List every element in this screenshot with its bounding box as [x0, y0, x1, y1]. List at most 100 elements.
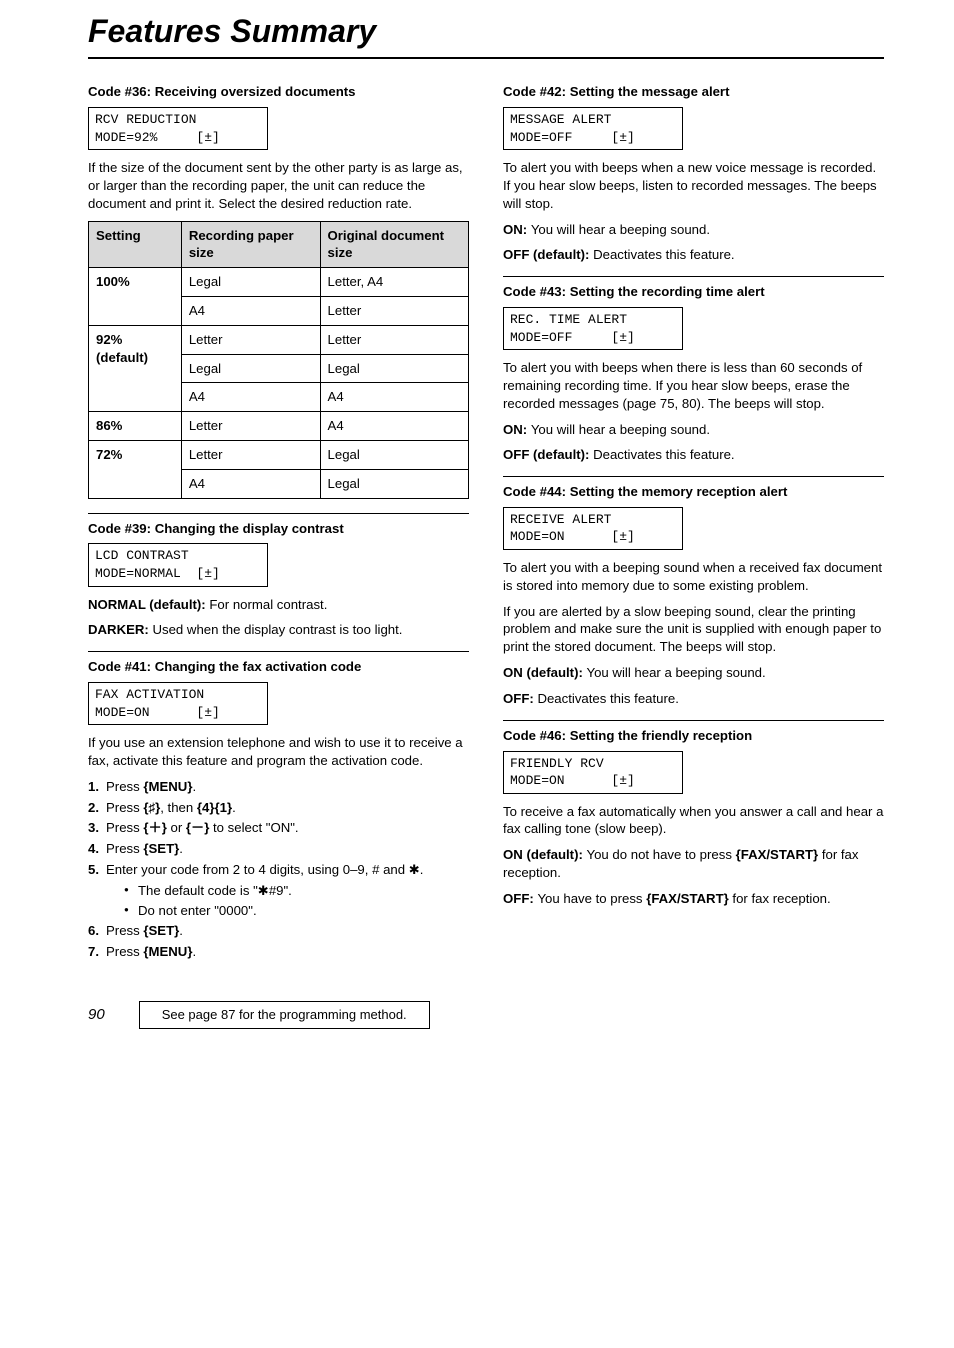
- cell-rec: A4: [181, 383, 320, 412]
- intro-text-1: To alert you with a beeping sound when a…: [503, 559, 884, 595]
- normal-text: For normal contrast.: [209, 597, 327, 612]
- step-item: Enter your code from 2 to 4 digits, usin…: [88, 861, 469, 919]
- intro-text-2: If you are alerted by a slow beeping sou…: [503, 603, 884, 656]
- page-footer: 90 See page 87 for the programming metho…: [88, 1001, 884, 1029]
- cell-orig: Legal: [320, 354, 468, 383]
- bullet-item: Do not enter "0000".: [124, 902, 469, 920]
- footer-note: See page 87 for the programming method.: [139, 1001, 430, 1029]
- steps-list: Press {MENU}. Press {♯}, then {4}{1}. Pr…: [88, 778, 469, 961]
- fax-start-key: {FAX/START}: [736, 847, 819, 862]
- menu-key: {MENU}: [143, 944, 192, 959]
- step-item: Press {SET}.: [88, 922, 469, 940]
- cell-rec: Legal: [181, 268, 320, 297]
- cell-setting: 92% (default): [89, 325, 182, 411]
- off-line: OFF: Deactivates this feature.: [503, 690, 884, 708]
- cell-orig: Legal: [320, 469, 468, 498]
- step-item: Press {MENU}.: [88, 778, 469, 796]
- on-line: ON (default): You do not have to press {…: [503, 846, 884, 882]
- content-columns: Code #36: Receiving oversized documents …: [88, 83, 884, 973]
- darker-text: Used when the display contrast is too li…: [152, 622, 402, 637]
- normal-label: NORMAL (default):: [88, 597, 209, 612]
- off-label: OFF:: [503, 891, 537, 906]
- section-head: Code #44: Setting the memory reception a…: [503, 476, 884, 501]
- off-label: OFF:: [503, 691, 537, 706]
- sub-bullets: The default code is "✱#9". Do not enter …: [124, 882, 469, 920]
- intro-text: To receive a fax automatically when you …: [503, 803, 884, 839]
- cell-rec: Letter: [181, 412, 320, 441]
- four-key: {4}: [197, 800, 215, 815]
- lcd-display: RCV REDUCTION MODE=92% [±]: [88, 107, 268, 150]
- th-original: Original document size: [320, 221, 468, 268]
- minus-key: {－}: [186, 820, 209, 835]
- section-head: Code #42: Setting the message alert: [503, 83, 884, 101]
- cell-rec: A4: [181, 296, 320, 325]
- section-head: Code #41: Changing the fax activation co…: [88, 651, 469, 676]
- section-code46: Code #46: Setting the friendly reception…: [503, 720, 884, 908]
- off-text-b: for fax reception.: [729, 891, 831, 906]
- cell-orig: A4: [320, 383, 468, 412]
- lcd-display: RECEIVE ALERT MODE=ON [±]: [503, 507, 683, 550]
- off-text: Deactivates this feature.: [593, 447, 734, 462]
- cell-rec: Letter: [181, 441, 320, 470]
- on-label: ON:: [503, 422, 531, 437]
- on-line: ON (default): You will hear a beeping so…: [503, 664, 884, 682]
- intro-text: To alert you with beeps when there is le…: [503, 359, 884, 412]
- cell-orig: Letter, A4: [320, 268, 468, 297]
- cell-orig: A4: [320, 412, 468, 441]
- lcd-display: FAX ACTIVATION MODE=ON [±]: [88, 682, 268, 725]
- on-label: ON (default):: [503, 665, 587, 680]
- lcd-display: MESSAGE ALERT MODE=OFF [±]: [503, 107, 683, 150]
- set-key: {SET}: [143, 841, 179, 856]
- cell-setting: 100%: [89, 268, 182, 326]
- off-line: OFF (default): Deactivates this feature.: [503, 246, 884, 264]
- on-text: You will hear a beeping sound.: [531, 222, 710, 237]
- bullet-item: The default code is "✱#9".: [124, 882, 469, 900]
- table-row: 100% Legal Letter, A4: [89, 268, 469, 297]
- off-label: OFF (default):: [503, 247, 593, 262]
- section-head: Code #46: Setting the friendly reception: [503, 720, 884, 745]
- th-recording: Recording paper size: [181, 221, 320, 268]
- off-line: OFF (default): Deactivates this feature.: [503, 446, 884, 464]
- set-key: {SET}: [143, 923, 179, 938]
- off-text: Deactivates this feature.: [537, 691, 678, 706]
- lcd-display: FRIENDLY RCV MODE=ON [±]: [503, 751, 683, 794]
- step-item: Press {♯}, then {4}{1}.: [88, 799, 469, 817]
- hash-key: {♯}: [143, 800, 160, 815]
- section-head: Code #43: Setting the recording time ale…: [503, 276, 884, 301]
- section-code36: Code #36: Receiving oversized documents …: [88, 83, 469, 498]
- off-line: OFF: You have to press {FAX/START} for f…: [503, 890, 884, 908]
- step-item: Press {SET}.: [88, 840, 469, 858]
- on-line: ON: You will hear a beeping sound.: [503, 221, 884, 239]
- cell-orig: Legal: [320, 441, 468, 470]
- table-row: 72% Letter Legal: [89, 441, 469, 470]
- intro-text: To alert you with beeps when a new voice…: [503, 159, 884, 212]
- section-head: Code #36: Receiving oversized documents: [88, 83, 469, 101]
- cell-orig: Letter: [320, 296, 468, 325]
- cell-setting: 86%: [89, 412, 182, 441]
- on-text: You will hear a beeping sound.: [531, 422, 710, 437]
- lcd-display: LCD CONTRAST MODE=NORMAL [±]: [88, 543, 268, 586]
- cell-setting: 72%: [89, 441, 182, 499]
- cell-rec: Legal: [181, 354, 320, 383]
- cell-rec: Letter: [181, 325, 320, 354]
- table-head-row: Setting Recording paper size Original do…: [89, 221, 469, 268]
- lcd-display: REC. TIME ALERT MODE=OFF [±]: [503, 307, 683, 350]
- right-column: Code #42: Setting the message alert MESS…: [503, 83, 884, 973]
- menu-key: {MENU}: [143, 779, 192, 794]
- step-item: Press {＋} or {－} to select "ON".: [88, 819, 469, 837]
- step-item: Press {MENU}.: [88, 943, 469, 961]
- on-text-a: You do not have to press: [587, 847, 736, 862]
- cell-orig: Letter: [320, 325, 468, 354]
- on-label: ON:: [503, 222, 531, 237]
- off-text: Deactivates this feature.: [593, 247, 734, 262]
- on-text: You will hear a beeping sound.: [587, 665, 766, 680]
- intro-text: If you use an extension telephone and wi…: [88, 734, 469, 770]
- fax-start-key: {FAX/START}: [646, 891, 729, 906]
- section-head: Code #39: Changing the display contrast: [88, 513, 469, 538]
- section-code44: Code #44: Setting the memory reception a…: [503, 476, 884, 708]
- section-code41: Code #41: Changing the fax activation co…: [88, 651, 469, 961]
- one-key: {1}: [215, 800, 233, 815]
- reduction-table: Setting Recording paper size Original do…: [88, 221, 469, 499]
- table-row: 86% Letter A4: [89, 412, 469, 441]
- intro-text: If the size of the document sent by the …: [88, 159, 469, 212]
